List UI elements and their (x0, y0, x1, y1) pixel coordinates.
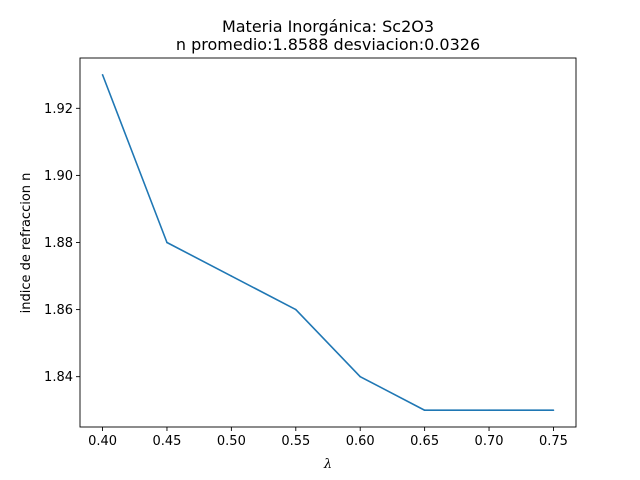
x-axis-label: λ (323, 457, 332, 472)
chart-title: Materia Inorgánica: Sc2O3 (222, 17, 434, 36)
x-tick-label: 0.40 (88, 434, 117, 449)
x-tick-label: 0.75 (539, 434, 568, 449)
y-tick-label: 1.90 (44, 169, 73, 184)
series-line (101, 74, 554, 412)
y-tick-label: 1.84 (44, 370, 73, 385)
chart-subtitle: n promedio:1.8588 desviacion:0.0326 (176, 35, 480, 54)
data-point (101, 73, 104, 76)
y-tick-label: 1.86 (44, 303, 73, 318)
x-tick-label: 0.45 (152, 434, 181, 449)
y-tick-label: 1.92 (44, 102, 73, 117)
data-point (230, 275, 233, 277)
y-tick-label: 1.88 (44, 236, 73, 251)
x-tick-label: 0.65 (410, 434, 439, 449)
plot-area: 0.40 0.45 0.50 0.55 0.60 0.65 0.70 0.75 1.84 1.86… (44, 57, 577, 449)
data-point (166, 241, 168, 244)
data-point (359, 375, 362, 378)
y-axis-label: indice de refraccion n (19, 173, 34, 314)
x-tick-label: 0.50 (217, 434, 246, 449)
data-point (423, 409, 426, 412)
data-point (552, 409, 555, 412)
data-point (294, 308, 297, 311)
x-tick-label: 0.60 (346, 434, 375, 449)
data-point (488, 409, 490, 412)
x-tick-label: 0.70 (475, 434, 504, 449)
plot-frame (79, 57, 577, 428)
x-tick-label: 0.55 (281, 434, 310, 449)
